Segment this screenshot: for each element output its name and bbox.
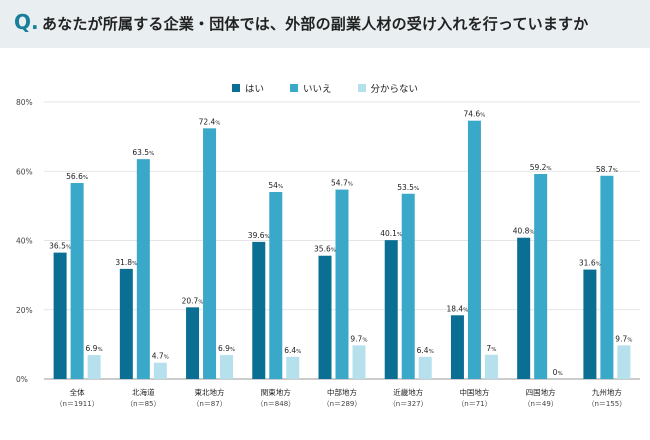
data-label: 18.4%	[446, 304, 468, 313]
bar	[534, 174, 548, 379]
x-tick-sublabel: （n＝289）	[323, 400, 362, 408]
x-tick-label: 近畿地方	[393, 387, 423, 397]
y-tick-label: 0%	[16, 375, 28, 384]
bar	[286, 356, 300, 379]
x-tick-sublabel: （n＝327）	[389, 400, 428, 408]
x-tick-sublabel: （n＝49）	[523, 400, 557, 408]
data-label: 31.8%	[115, 258, 137, 267]
legend-label-yes: はい	[244, 84, 264, 95]
data-label: 40.8%	[513, 227, 535, 236]
bar	[119, 268, 133, 379]
bar	[318, 255, 332, 379]
legend-swatch-unknown	[357, 84, 366, 92]
question-mark: Q.	[14, 10, 39, 34]
chart-legend: はい いいえ 分からない	[0, 80, 650, 96]
legend-item-yes: はい	[231, 80, 264, 96]
bar	[136, 159, 150, 379]
bar	[70, 183, 84, 379]
x-tick-sublabel: （n＝85）	[126, 400, 160, 408]
bar	[352, 345, 366, 379]
legend-swatch-yes	[231, 84, 240, 92]
data-label: 7%	[486, 344, 496, 353]
data-label: 40.1%	[380, 229, 402, 238]
x-tick-sublabel: （n＝155）	[587, 400, 626, 408]
data-label: 31.6%	[579, 259, 601, 268]
data-label: 9.7%	[615, 334, 632, 343]
x-tick-sublabel: （n＝1911）	[55, 400, 98, 408]
data-label: 9.7%	[350, 334, 367, 343]
bar	[252, 241, 266, 379]
data-label: 54%	[268, 181, 283, 190]
bar	[53, 252, 67, 379]
data-label: 6.9%	[218, 344, 235, 353]
x-tick-sublabel: （n＝848）	[256, 400, 295, 408]
x-tick-label: 中部地方	[327, 387, 357, 397]
y-tick-label: 60%	[16, 167, 33, 176]
question-header: Q. あなたが所属する企業・団体では、外部の副業人材の受け入れを行っていますか	[0, 0, 650, 48]
question-title: あなたが所属する企業・団体では、外部の副業人材の受け入れを行っていますか	[42, 15, 589, 33]
bar	[186, 307, 200, 379]
data-label: 36.5%	[49, 242, 71, 251]
data-label: 20.7%	[182, 296, 204, 305]
x-tick-label: 全体	[70, 387, 85, 397]
bar	[450, 315, 464, 379]
bar	[384, 240, 398, 379]
data-label: 59.2%	[530, 163, 552, 172]
x-tick-sublabel: （n＝87）	[192, 400, 226, 408]
legend-label-unknown: 分からない	[370, 84, 419, 95]
bar	[87, 355, 101, 379]
x-tick-label: 北海道	[132, 387, 155, 397]
bar	[220, 355, 234, 379]
data-label: 0%	[553, 368, 563, 377]
bar	[467, 120, 481, 379]
bar	[401, 193, 415, 379]
data-label: 56.6%	[66, 172, 88, 181]
data-label: 6.4%	[284, 346, 301, 355]
bar	[484, 354, 498, 379]
data-label: 6.9%	[86, 344, 103, 353]
data-label: 39.6%	[248, 231, 270, 240]
x-tick-sublabel: （n＝71）	[457, 400, 491, 408]
bar	[617, 345, 631, 379]
legend-item-unknown: 分からない	[357, 80, 419, 96]
bar	[418, 356, 432, 379]
bar	[153, 362, 167, 379]
data-label: 72.4%	[199, 117, 221, 126]
x-tick-label: 九州地方	[592, 387, 622, 397]
data-label: 35.6%	[314, 245, 336, 254]
y-tick-label: 80%	[16, 98, 33, 107]
data-label: 63.5%	[132, 148, 154, 157]
bar	[203, 128, 217, 379]
y-tick-label: 40%	[16, 237, 33, 246]
bar	[269, 192, 283, 379]
x-tick-label: 中国地方	[459, 387, 489, 397]
data-label: 4.7%	[152, 352, 169, 361]
x-tick-label: 東北地方	[195, 387, 225, 397]
legend-item-no: いいえ	[289, 80, 332, 96]
bar	[335, 189, 349, 379]
y-tick-label: 20%	[16, 306, 33, 315]
legend-label-no: いいえ	[302, 84, 332, 95]
bar	[583, 269, 597, 379]
data-label: 6.4%	[417, 346, 434, 355]
data-label: 58.7%	[596, 165, 618, 174]
data-label: 74.6%	[463, 110, 485, 119]
data-label: 53.5%	[397, 183, 419, 192]
legend-swatch-no	[289, 84, 298, 92]
data-label: 54.7%	[331, 179, 353, 188]
bar	[517, 237, 531, 379]
x-tick-label: 四国地方	[526, 387, 556, 397]
bar	[600, 175, 614, 379]
x-tick-label: 関東地方	[261, 387, 291, 397]
